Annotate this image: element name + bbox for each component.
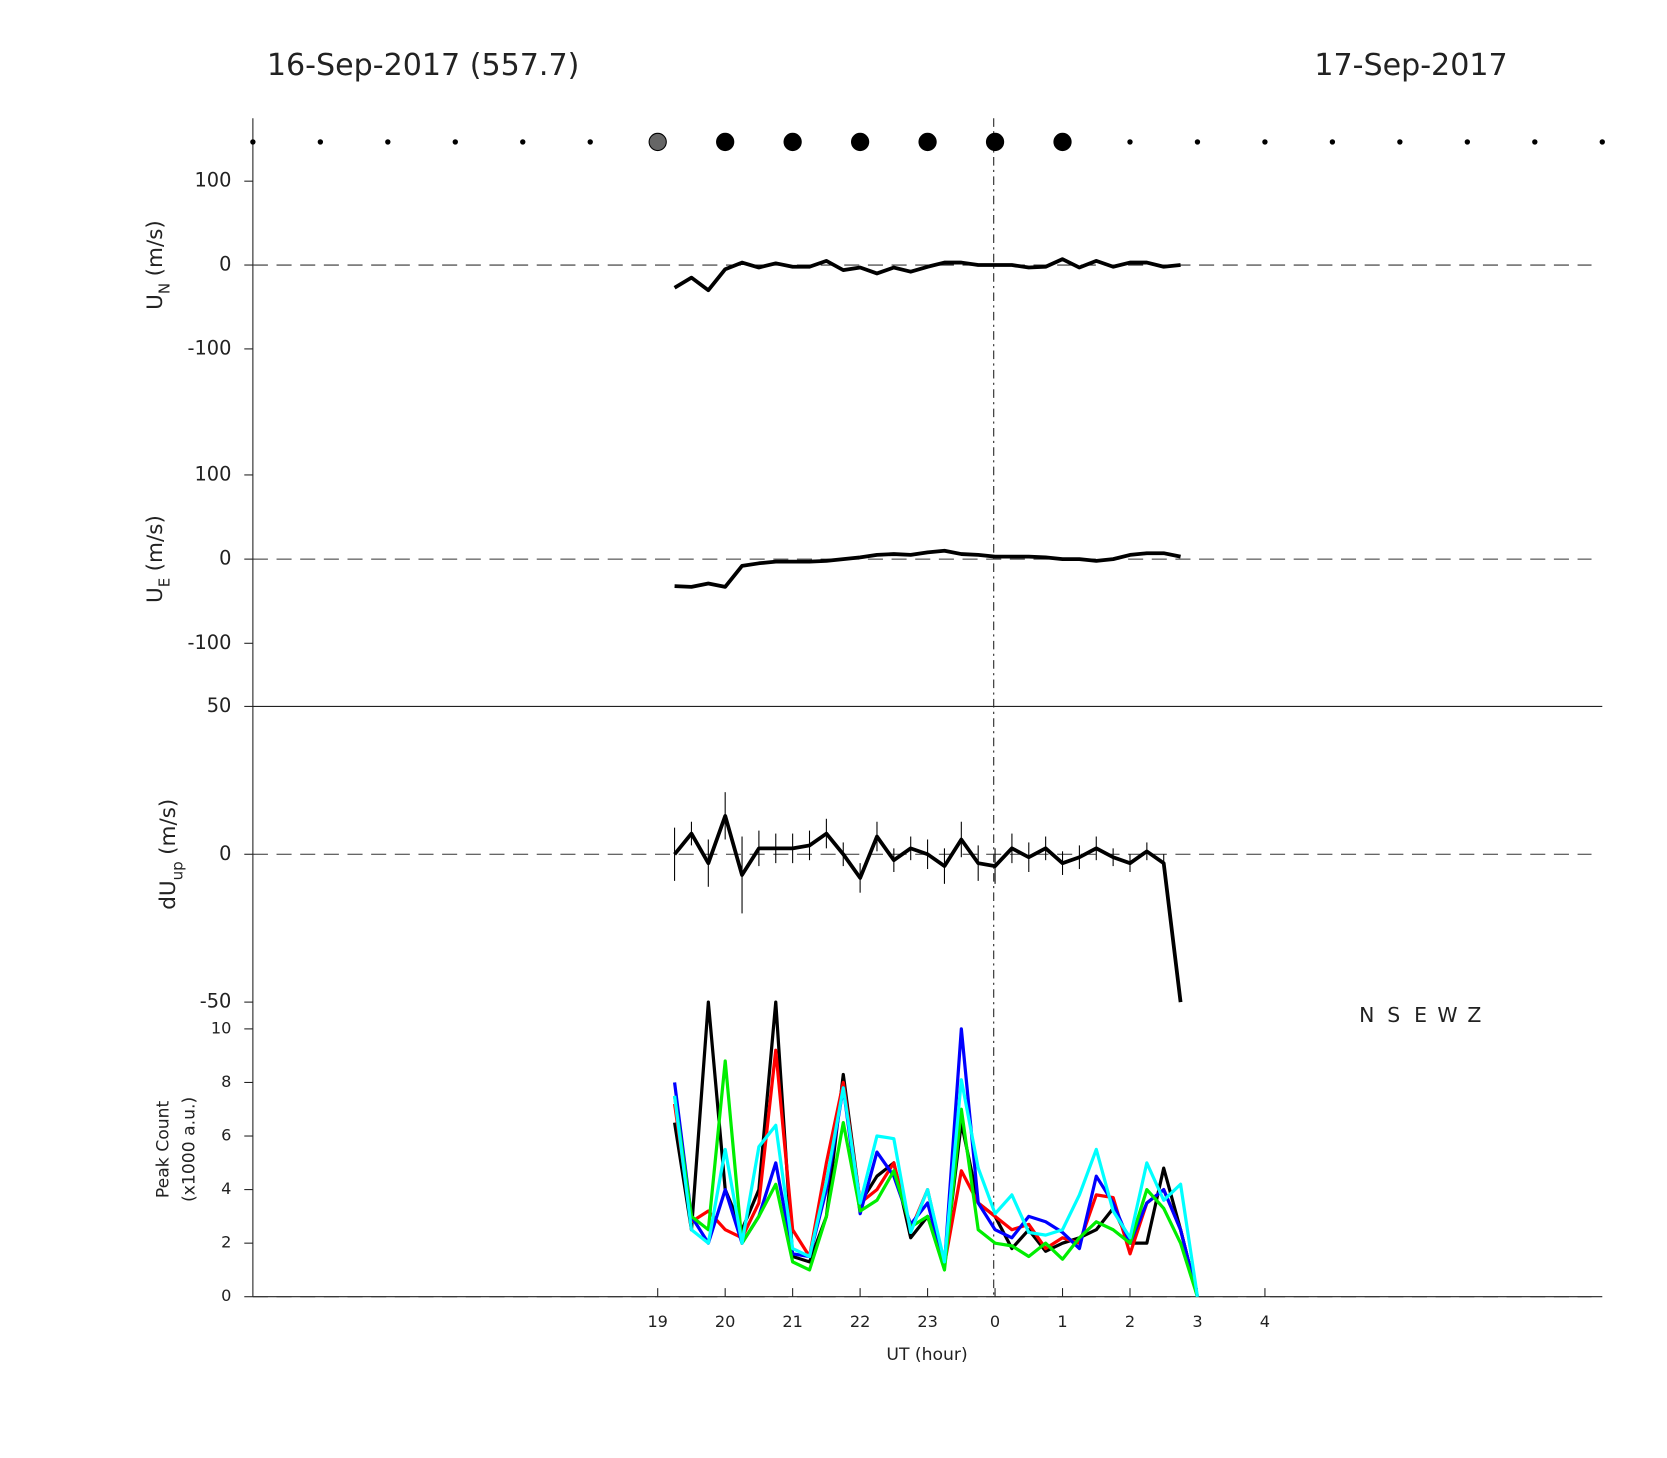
x-tick-label: 20 (715, 1312, 736, 1331)
legend-entry: N (1359, 1003, 1374, 1027)
status-dot (317, 139, 324, 145)
status-dot (587, 139, 593, 145)
y-tick-label: 50 (207, 694, 232, 717)
status-dot (850, 132, 870, 152)
data-line (672, 1078, 1200, 1297)
y-axis-label: UE (m/s) (143, 515, 173, 603)
status-dot (985, 132, 1005, 152)
y-tick-label: 6 (221, 1126, 231, 1145)
legend-entry: E (1414, 1003, 1427, 1027)
y-axis-label: Peak Count (154, 1100, 174, 1198)
data-line (672, 1000, 1200, 1298)
status-dot (1599, 139, 1605, 145)
y-label-unit: (m/s) (143, 515, 168, 571)
y-tick-label: 0 (219, 547, 231, 570)
title-right: 17-Sep-2017 (1314, 48, 1507, 83)
status-dot (520, 139, 526, 145)
x-tick-label: 3 (1192, 1312, 1202, 1331)
x-tick-label: 22 (850, 1312, 871, 1331)
data-line (673, 257, 1181, 293)
x-tick-label: 1 (1057, 1312, 1067, 1331)
x-tick-label: 0 (990, 1312, 1000, 1331)
x-axis-label: UT (hour) (886, 1345, 967, 1365)
status-dot (783, 132, 802, 152)
y-label-main: U (143, 587, 168, 603)
y-label-main: dU (156, 880, 181, 909)
status-dot (385, 139, 391, 145)
data-line (672, 1027, 1200, 1298)
status-dot (1053, 132, 1072, 152)
status-dot (1532, 139, 1538, 145)
y-label-unit: (m/s) (143, 220, 168, 276)
y-tick-label: -100 (187, 631, 231, 654)
legend-entry: S (1387, 1003, 1400, 1027)
y-axis-label: (x1000 a.u.) (179, 1097, 199, 1202)
y-axis-label: UN (m/s) (143, 220, 173, 310)
y-axis-label: dUup (m/s) (156, 799, 186, 910)
legend-entry: W (1437, 1003, 1457, 1027)
y-tick-label: 4 (221, 1179, 231, 1198)
legend-entry: Z (1467, 1003, 1481, 1027)
y-label-sub: E (155, 578, 173, 588)
x-tick-label: 4 (1260, 1312, 1270, 1331)
status-dot (1397, 139, 1403, 145)
data-line (674, 548, 1181, 589)
y-tick-label: 8 (221, 1072, 231, 1091)
y-tick-label: 10 (211, 1018, 231, 1037)
y-label-sub: up (168, 861, 186, 880)
status-dot (250, 139, 256, 145)
y-label-unit: (m/s) (156, 799, 181, 855)
y-tick-label: 100 (194, 462, 231, 485)
y-tick-label: 2 (221, 1233, 231, 1252)
status-dot (1127, 139, 1133, 145)
status-dot (452, 139, 458, 145)
title-left: 16-Sep-2017 (557.7) (267, 48, 580, 83)
y-label-sub: N (155, 283, 173, 294)
y-tick-label: 0 (219, 842, 231, 865)
x-tick-label: 23 (917, 1312, 938, 1331)
status-dot (716, 132, 735, 152)
status-dot (648, 132, 667, 152)
status-dot (1262, 139, 1268, 145)
y-tick-label: -50 (200, 990, 232, 1013)
x-tick-label: 21 (782, 1312, 803, 1331)
status-dot (1194, 139, 1201, 145)
status-dot (1329, 139, 1336, 145)
status-dot (1464, 139, 1471, 145)
y-tick-label: -100 (187, 336, 231, 359)
status-dot (918, 132, 937, 152)
y-tick-label: 0 (221, 1286, 231, 1305)
data-line (672, 1059, 1200, 1298)
x-tick-label: 2 (1125, 1312, 1135, 1331)
y-tick-label: 100 (194, 169, 231, 192)
y-label-main: U (143, 294, 168, 310)
y-tick-label: 0 (219, 253, 231, 276)
x-tick-label: 19 (647, 1312, 668, 1331)
data-line (673, 813, 1183, 1003)
